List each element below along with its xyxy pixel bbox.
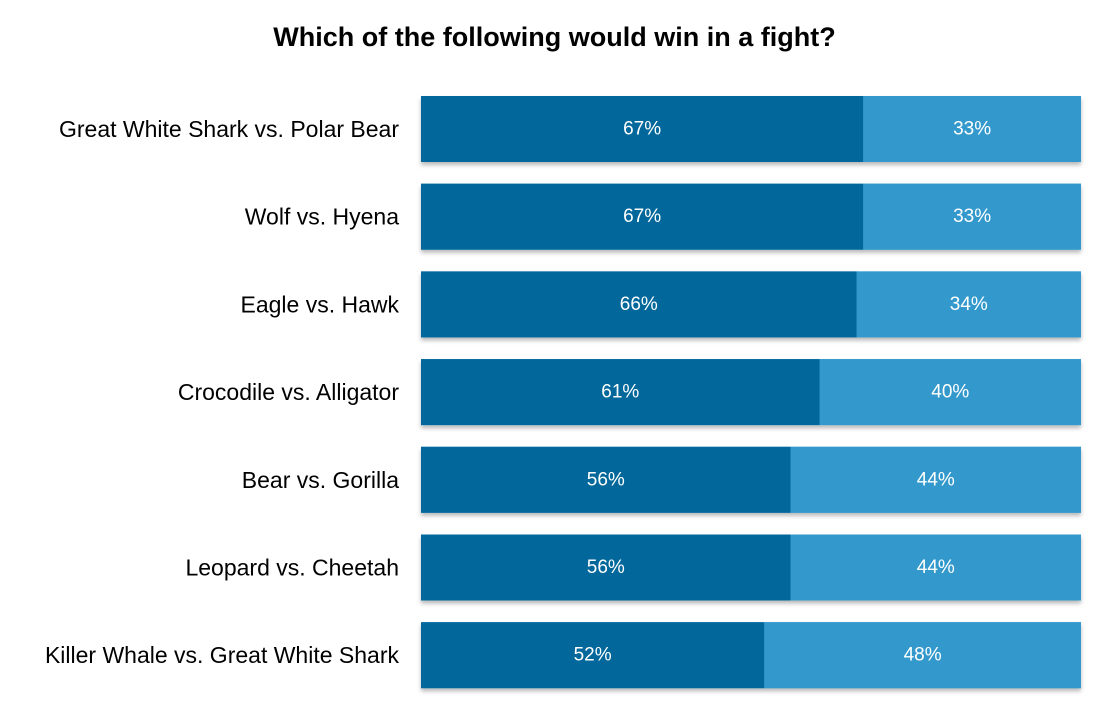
chart-title: Which of the following would win in a fi… — [273, 22, 836, 52]
bar-segment-first — [421, 96, 864, 162]
data-label: 40% — [931, 382, 969, 403]
data-label: 67% — [623, 206, 661, 227]
category-label: Crocodile vs. Alligator — [178, 379, 399, 405]
bars-layer — [421, 96, 1081, 689]
data-label: 66% — [620, 294, 658, 315]
bar-segment-second — [863, 96, 1081, 162]
data-label: 48% — [904, 645, 942, 666]
bar-segment-second — [856, 271, 1081, 338]
bar-segment-second — [764, 622, 1081, 689]
data-label: 34% — [950, 294, 988, 315]
bar-segment-first — [421, 183, 864, 250]
data-label: 56% — [587, 557, 625, 578]
data-label: 56% — [587, 469, 625, 490]
data-label: 33% — [953, 119, 991, 140]
category-label: Bear vs. Gorilla — [242, 467, 399, 493]
bar-segment-second — [863, 183, 1081, 250]
data-label: 52% — [574, 645, 612, 666]
bar-segment-second — [790, 534, 1081, 601]
category-label: Killer Whale vs. Great White Shark — [45, 642, 400, 668]
data-label: 44% — [917, 469, 955, 490]
data-label: 61% — [601, 382, 639, 403]
bar-segment-second — [790, 446, 1081, 513]
labels-layer: Great White Shark vs. Polar Bear 67% 33% Wo… — [45, 116, 991, 668]
data-label: 67% — [623, 119, 661, 140]
bar-segment-first — [421, 534, 791, 601]
bar-segment-first — [421, 271, 857, 338]
category-label: Eagle vs. Hawk — [240, 291, 399, 317]
bar-segment-first — [421, 446, 791, 513]
category-label: Leopard vs. Cheetah — [185, 555, 399, 581]
category-label: Great White Shark vs. Polar Bear — [59, 116, 399, 142]
data-label: 44% — [917, 557, 955, 578]
bar-segment-second — [819, 359, 1081, 426]
bar-segment-first — [421, 622, 765, 689]
category-label: Wolf vs. Hyena — [245, 204, 399, 230]
data-label: 33% — [953, 206, 991, 227]
bar-segment-first — [421, 359, 820, 426]
